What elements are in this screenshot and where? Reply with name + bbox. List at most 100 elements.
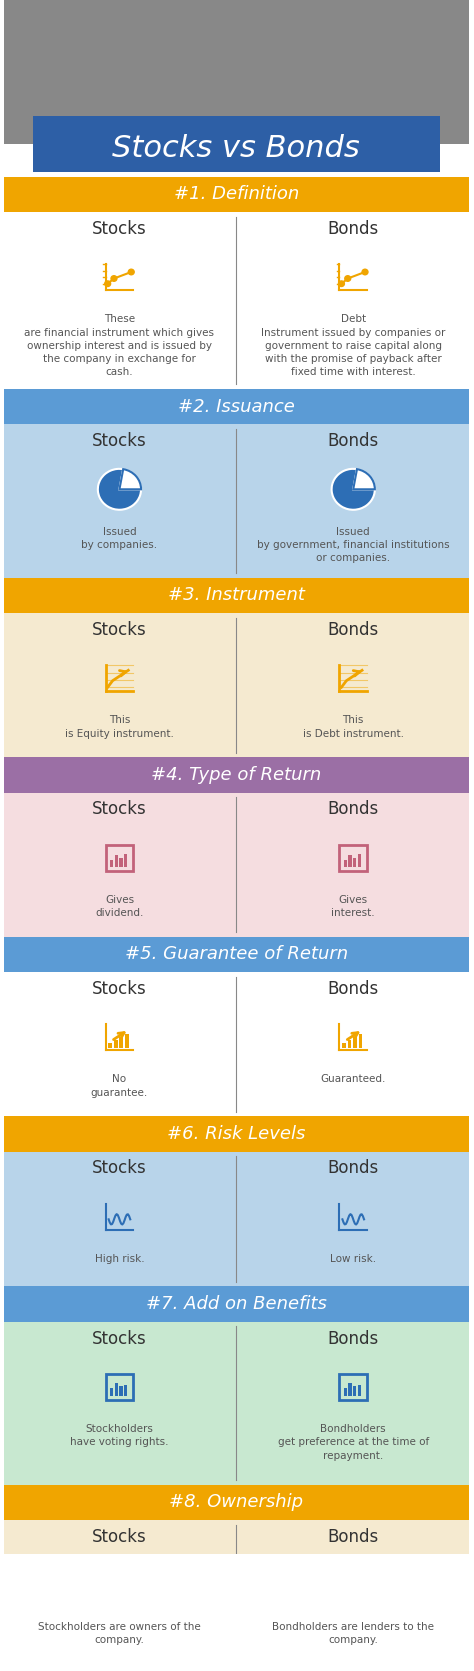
FancyBboxPatch shape <box>3 613 469 757</box>
FancyBboxPatch shape <box>353 1387 356 1395</box>
FancyBboxPatch shape <box>33 117 440 172</box>
Text: #3. Instrument: #3. Instrument <box>168 587 305 605</box>
Text: Bonds: Bonds <box>328 800 379 819</box>
Wedge shape <box>353 470 375 490</box>
FancyBboxPatch shape <box>3 1151 469 1287</box>
Text: Bonds: Bonds <box>328 620 379 638</box>
FancyBboxPatch shape <box>110 1389 113 1395</box>
Text: Bonds: Bonds <box>328 1160 379 1178</box>
Text: Bondholders are lenders to the
company.: Bondholders are lenders to the company. <box>272 1623 434 1646</box>
Text: Stocks: Stocks <box>92 1527 147 1546</box>
FancyBboxPatch shape <box>119 1036 123 1048</box>
Text: Stocks: Stocks <box>92 431 147 449</box>
Circle shape <box>338 281 345 286</box>
Polygon shape <box>113 1576 127 1582</box>
Text: Gives
dividend.: Gives dividend. <box>95 896 144 917</box>
FancyBboxPatch shape <box>358 854 361 867</box>
FancyBboxPatch shape <box>118 1589 121 1592</box>
FancyBboxPatch shape <box>3 757 469 792</box>
FancyBboxPatch shape <box>353 857 356 867</box>
FancyBboxPatch shape <box>119 857 123 867</box>
Text: Stocks: Stocks <box>92 620 147 638</box>
Text: Stockholders
have voting rights.: Stockholders have voting rights. <box>70 1424 169 1447</box>
FancyBboxPatch shape <box>348 1582 359 1591</box>
Text: #2. Issuance: #2. Issuance <box>178 398 295 416</box>
FancyBboxPatch shape <box>359 1034 363 1048</box>
Text: Stocks: Stocks <box>92 800 147 819</box>
Text: #1. Definition: #1. Definition <box>173 185 299 204</box>
Wedge shape <box>353 470 375 490</box>
Wedge shape <box>119 470 141 490</box>
Text: #4. Type of Return: #4. Type of Return <box>151 765 321 784</box>
FancyBboxPatch shape <box>348 856 352 867</box>
Circle shape <box>345 276 351 281</box>
Wedge shape <box>119 470 141 490</box>
FancyBboxPatch shape <box>3 1484 469 1521</box>
Text: This
is Debt instrument.: This is Debt instrument. <box>303 715 404 739</box>
FancyBboxPatch shape <box>351 1589 356 1592</box>
Polygon shape <box>346 1576 360 1582</box>
Text: Bonds: Bonds <box>328 979 379 998</box>
FancyBboxPatch shape <box>115 1384 118 1395</box>
Text: Stockholders are owners of the
company.: Stockholders are owners of the company. <box>38 1623 201 1646</box>
FancyBboxPatch shape <box>125 1034 128 1048</box>
Text: High risk.: High risk. <box>95 1253 144 1263</box>
Text: Low risk.: Low risk. <box>330 1253 376 1263</box>
FancyBboxPatch shape <box>109 1043 112 1048</box>
Circle shape <box>362 269 368 274</box>
FancyBboxPatch shape <box>3 424 469 578</box>
FancyBboxPatch shape <box>3 937 469 973</box>
FancyBboxPatch shape <box>3 177 469 212</box>
Text: Guaranteed.: Guaranteed. <box>320 1074 386 1084</box>
FancyBboxPatch shape <box>124 854 128 867</box>
FancyBboxPatch shape <box>119 1387 123 1395</box>
Text: Stocks vs Bonds: Stocks vs Bonds <box>112 134 360 164</box>
Text: Stocks: Stocks <box>92 1160 147 1178</box>
Text: Bonds: Bonds <box>328 221 379 237</box>
Text: Bonds: Bonds <box>328 1330 379 1347</box>
Text: Gives
interest.: Gives interest. <box>331 896 375 917</box>
FancyBboxPatch shape <box>348 1039 351 1048</box>
Text: #5. Guarantee of Return: #5. Guarantee of Return <box>125 946 348 964</box>
FancyBboxPatch shape <box>3 973 469 1116</box>
Text: Debt
Instrument issued by companies or
government to raise capital along
with th: Debt Instrument issued by companies or g… <box>261 314 446 378</box>
FancyBboxPatch shape <box>344 1389 347 1395</box>
Text: Stocks: Stocks <box>92 979 147 998</box>
Text: Bondholders
get preference at the time of
repayment.: Bondholders get preference at the time o… <box>278 1424 429 1460</box>
FancyBboxPatch shape <box>3 212 469 389</box>
FancyBboxPatch shape <box>114 1582 125 1591</box>
FancyBboxPatch shape <box>114 1039 118 1048</box>
Text: Stocks: Stocks <box>92 1330 147 1347</box>
FancyBboxPatch shape <box>3 792 469 937</box>
Text: Issued
by companies.: Issued by companies. <box>82 526 157 550</box>
Text: No
guarantee.: No guarantee. <box>91 1074 148 1098</box>
FancyBboxPatch shape <box>353 1036 357 1048</box>
FancyBboxPatch shape <box>3 578 469 613</box>
FancyBboxPatch shape <box>3 389 469 424</box>
FancyBboxPatch shape <box>348 1384 352 1395</box>
Text: Bonds: Bonds <box>328 431 379 449</box>
Wedge shape <box>98 470 141 510</box>
Circle shape <box>105 281 110 286</box>
FancyBboxPatch shape <box>344 861 347 867</box>
FancyBboxPatch shape <box>342 1043 346 1048</box>
Text: Issued
by government, financial institutions
or companies.: Issued by government, financial institut… <box>257 526 449 563</box>
FancyBboxPatch shape <box>358 1385 361 1395</box>
Text: Stocks: Stocks <box>92 221 147 237</box>
Text: This
is Equity instrument.: This is Equity instrument. <box>65 715 174 739</box>
Circle shape <box>128 269 134 274</box>
FancyBboxPatch shape <box>124 1385 128 1395</box>
Text: These
are financial instrument which gives
ownership interest and is issued by
t: These are financial instrument which giv… <box>25 314 214 378</box>
FancyBboxPatch shape <box>3 1521 469 1671</box>
FancyBboxPatch shape <box>115 856 118 867</box>
Wedge shape <box>332 470 375 510</box>
FancyBboxPatch shape <box>3 1287 469 1322</box>
Text: #8. Ownership: #8. Ownership <box>169 1494 303 1511</box>
FancyBboxPatch shape <box>3 0 469 144</box>
FancyBboxPatch shape <box>3 1322 469 1484</box>
FancyBboxPatch shape <box>110 861 113 867</box>
FancyBboxPatch shape <box>3 1116 469 1151</box>
Text: Bonds: Bonds <box>328 1527 379 1546</box>
Text: #6. Risk Levels: #6. Risk Levels <box>167 1125 306 1143</box>
Text: #7. Add on Benefits: #7. Add on Benefits <box>146 1295 327 1313</box>
